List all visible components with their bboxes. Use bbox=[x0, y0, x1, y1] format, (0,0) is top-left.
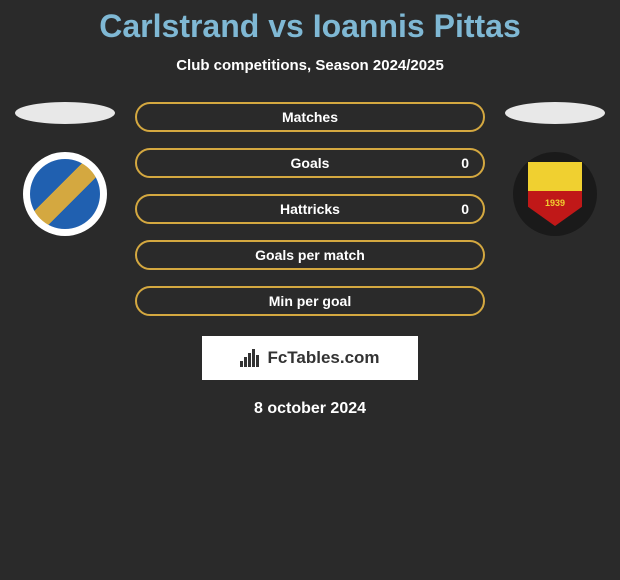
stat-bar-goals: Goals 0 bbox=[135, 148, 485, 178]
stat-label: Min per goal bbox=[269, 293, 351, 309]
page-title: Carlstrand vs Ioannis Pittas bbox=[0, 8, 620, 45]
badge-year: 1939 bbox=[545, 198, 565, 208]
stat-value-right: 0 bbox=[461, 201, 469, 217]
stat-value-right: 0 bbox=[461, 155, 469, 171]
team-badge-right: 1939 bbox=[513, 152, 597, 236]
player-right-column: 1939 bbox=[505, 102, 605, 236]
team-badge-left bbox=[23, 152, 107, 236]
logo-text: FcTables.com bbox=[267, 348, 379, 368]
team-badge-left-icon bbox=[30, 159, 100, 229]
stat-bar-matches: Matches bbox=[135, 102, 485, 132]
stat-bar-hattricks: Hattricks 0 bbox=[135, 194, 485, 224]
stats-column: Matches Goals 0 Hattricks 0 Goals per ma… bbox=[135, 102, 485, 316]
stat-bar-min-per-goal: Min per goal bbox=[135, 286, 485, 316]
subtitle: Club competitions, Season 2024/2025 bbox=[0, 57, 620, 74]
player-right-placeholder bbox=[505, 102, 605, 124]
stat-label: Goals bbox=[291, 155, 330, 171]
stat-label: Goals per match bbox=[255, 247, 365, 263]
stat-label: Matches bbox=[282, 109, 338, 125]
team-badge-right-icon: 1939 bbox=[528, 162, 582, 226]
logo-bars-icon bbox=[240, 349, 259, 367]
main-container: Carlstrand vs Ioannis Pittas Club compet… bbox=[0, 0, 620, 418]
comparison-row: Matches Goals 0 Hattricks 0 Goals per ma… bbox=[0, 102, 620, 316]
player-left-placeholder bbox=[15, 102, 115, 124]
stat-label: Hattricks bbox=[280, 201, 340, 217]
date-label: 8 october 2024 bbox=[0, 400, 620, 418]
player-left-column bbox=[15, 102, 115, 236]
stat-bar-goals-per-match: Goals per match bbox=[135, 240, 485, 270]
site-logo[interactable]: FcTables.com bbox=[202, 336, 418, 380]
